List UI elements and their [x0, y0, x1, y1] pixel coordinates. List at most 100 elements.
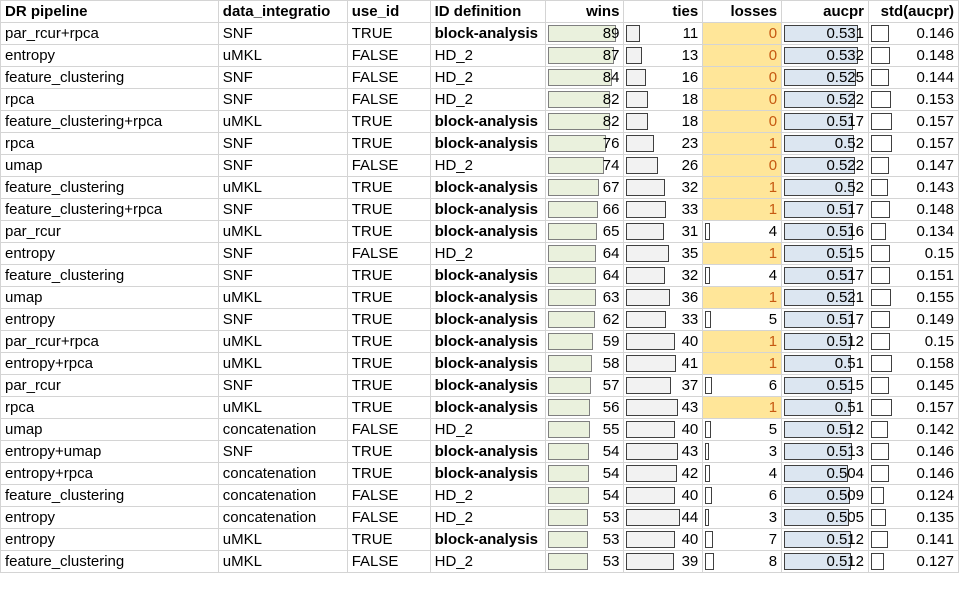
cell-integration[interactable]: SNF [217, 198, 348, 221]
cell-use-id[interactable]: TRUE [346, 286, 431, 309]
cell-aucpr[interactable]: 0.512 [781, 418, 869, 441]
cell-aucpr[interactable]: 0.505 [781, 506, 869, 529]
cell-losses[interactable]: 0 [702, 110, 783, 133]
cell-std-aucpr[interactable]: 0.146 [867, 462, 959, 485]
cell-id-definition[interactable]: block-analysis [429, 396, 546, 419]
cell-wins[interactable]: 82 [544, 110, 625, 133]
cell-use-id[interactable]: FALSE [346, 44, 431, 67]
cell-ties[interactable]: 33 [623, 308, 704, 331]
cell-pipeline[interactable]: feature_clustering [0, 176, 219, 199]
cell-pipeline[interactable]: entropy [0, 506, 219, 529]
cell-std-aucpr[interactable]: 0.142 [867, 418, 959, 441]
cell-aucpr[interactable]: 0.512 [781, 528, 869, 551]
cell-aucpr[interactable]: 0.517 [781, 198, 869, 221]
cell-losses[interactable]: 1 [702, 286, 783, 309]
cell-std-aucpr[interactable]: 0.134 [867, 220, 959, 243]
cell-id-definition[interactable]: HD_2 [429, 506, 546, 529]
cell-pipeline[interactable]: feature_clustering [0, 484, 219, 507]
cell-ties[interactable]: 33 [623, 198, 704, 221]
cell-use-id[interactable]: FALSE [346, 506, 431, 529]
cell-aucpr[interactable]: 0.516 [781, 220, 869, 243]
cell-pipeline[interactable]: entropy+rpca [0, 462, 219, 485]
cell-pipeline[interactable]: rpca [0, 396, 219, 419]
header-ties[interactable]: ties [623, 0, 704, 23]
cell-std-aucpr[interactable]: 0.145 [867, 374, 959, 397]
cell-wins[interactable]: 59 [544, 330, 625, 353]
cell-losses[interactable]: 0 [702, 88, 783, 111]
cell-use-id[interactable]: TRUE [346, 264, 431, 287]
cell-pipeline[interactable]: par_rcur+rpca [0, 330, 219, 353]
cell-ties[interactable]: 23 [623, 132, 704, 155]
cell-integration[interactable]: SNF [217, 22, 348, 45]
cell-use-id[interactable]: FALSE [346, 242, 431, 265]
cell-wins[interactable]: 63 [544, 286, 625, 309]
cell-aucpr[interactable]: 0.525 [781, 66, 869, 89]
cell-wins[interactable]: 54 [544, 440, 625, 463]
cell-ties[interactable]: 32 [623, 264, 704, 287]
cell-losses[interactable]: 3 [702, 440, 783, 463]
cell-integration[interactable]: uMKL [217, 352, 348, 375]
cell-wins[interactable]: 58 [544, 352, 625, 375]
cell-integration[interactable]: uMKL [217, 396, 348, 419]
cell-integration[interactable]: SNF [217, 308, 348, 331]
cell-use-id[interactable]: FALSE [346, 418, 431, 441]
cell-ties[interactable]: 35 [623, 242, 704, 265]
cell-use-id[interactable]: TRUE [346, 462, 431, 485]
cell-aucpr[interactable]: 0.532 [781, 44, 869, 67]
cell-losses[interactable]: 1 [702, 132, 783, 155]
cell-wins[interactable]: 66 [544, 198, 625, 221]
cell-aucpr[interactable]: 0.52 [781, 176, 869, 199]
cell-id-definition[interactable]: block-analysis [429, 198, 546, 221]
cell-integration[interactable]: uMKL [217, 220, 348, 243]
cell-wins[interactable]: 82 [544, 88, 625, 111]
cell-ties[interactable]: 16 [623, 66, 704, 89]
cell-integration[interactable]: concatenation [217, 462, 348, 485]
cell-losses[interactable]: 4 [702, 220, 783, 243]
cell-integration[interactable]: uMKL [217, 286, 348, 309]
cell-ties[interactable]: 43 [623, 396, 704, 419]
cell-pipeline[interactable]: feature_clustering+rpca [0, 198, 219, 221]
header-wins[interactable]: wins [544, 0, 625, 23]
cell-id-definition[interactable]: HD_2 [429, 418, 546, 441]
cell-aucpr[interactable]: 0.521 [781, 286, 869, 309]
cell-ties[interactable]: 41 [623, 352, 704, 375]
cell-use-id[interactable]: TRUE [346, 374, 431, 397]
header-aucpr[interactable]: aucpr [781, 0, 869, 23]
cell-losses[interactable]: 0 [702, 44, 783, 67]
cell-use-id[interactable]: TRUE [346, 352, 431, 375]
cell-integration[interactable]: uMKL [217, 550, 348, 573]
cell-id-definition[interactable]: block-analysis [429, 176, 546, 199]
cell-id-definition[interactable]: HD_2 [429, 550, 546, 573]
cell-ties[interactable]: 32 [623, 176, 704, 199]
cell-ties[interactable]: 13 [623, 44, 704, 67]
cell-use-id[interactable]: TRUE [346, 308, 431, 331]
cell-id-definition[interactable]: HD_2 [429, 242, 546, 265]
cell-std-aucpr[interactable]: 0.147 [867, 154, 959, 177]
cell-integration[interactable]: SNF [217, 440, 348, 463]
cell-ties[interactable]: 18 [623, 88, 704, 111]
cell-integration[interactable]: SNF [217, 132, 348, 155]
cell-integration[interactable]: SNF [217, 66, 348, 89]
cell-use-id[interactable]: TRUE [346, 330, 431, 353]
cell-ties[interactable]: 43 [623, 440, 704, 463]
cell-std-aucpr[interactable]: 0.144 [867, 66, 959, 89]
cell-losses[interactable]: 1 [702, 198, 783, 221]
cell-integration[interactable]: concatenation [217, 506, 348, 529]
cell-ties[interactable]: 11 [623, 22, 704, 45]
cell-aucpr[interactable]: 0.517 [781, 264, 869, 287]
cell-ties[interactable]: 44 [623, 506, 704, 529]
cell-wins[interactable]: 55 [544, 418, 625, 441]
cell-pipeline[interactable]: feature_clustering [0, 66, 219, 89]
cell-pipeline[interactable]: feature_clustering [0, 264, 219, 287]
cell-aucpr[interactable]: 0.51 [781, 352, 869, 375]
cell-pipeline[interactable]: entropy [0, 528, 219, 551]
cell-ties[interactable]: 40 [623, 418, 704, 441]
cell-wins[interactable]: 74 [544, 154, 625, 177]
cell-use-id[interactable]: FALSE [346, 550, 431, 573]
cell-losses[interactable]: 7 [702, 528, 783, 551]
cell-losses[interactable]: 3 [702, 506, 783, 529]
cell-std-aucpr[interactable]: 0.135 [867, 506, 959, 529]
cell-pipeline[interactable]: rpca [0, 88, 219, 111]
cell-ties[interactable]: 31 [623, 220, 704, 243]
cell-id-definition[interactable]: block-analysis [429, 220, 546, 243]
